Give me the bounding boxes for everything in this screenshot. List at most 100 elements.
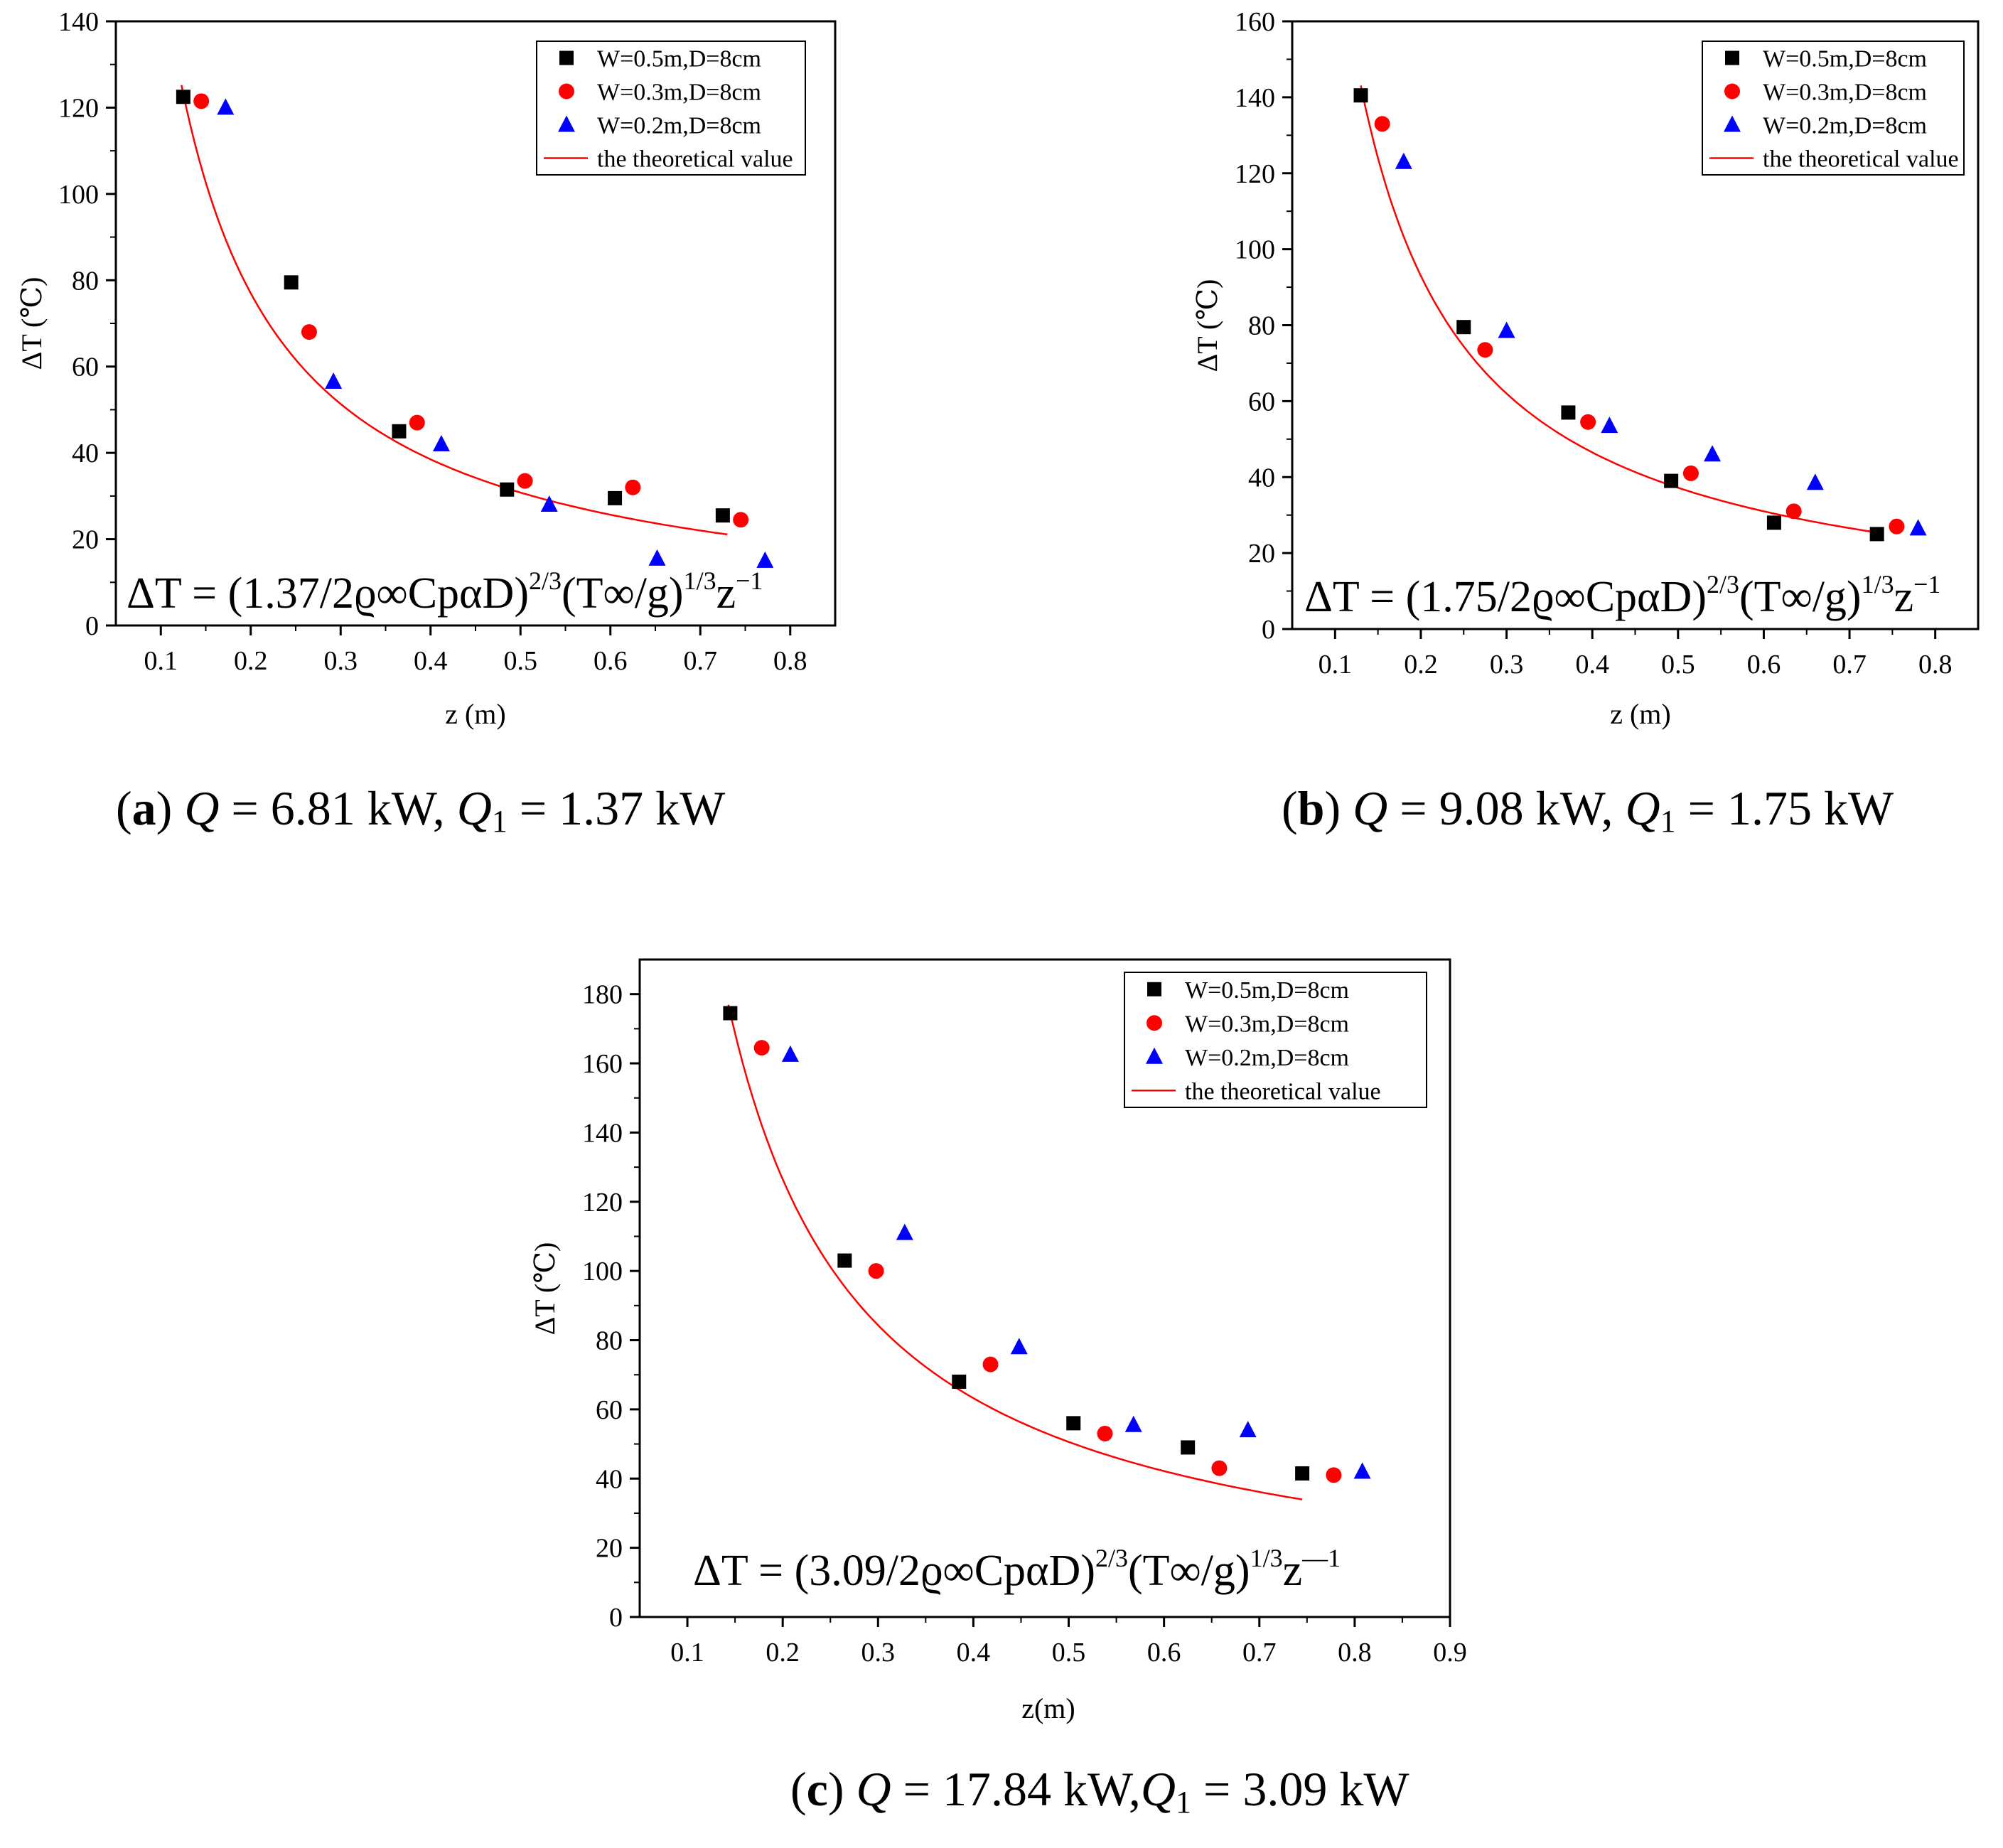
plot-frame	[638, 958, 1451, 1618]
x-tick-label: 0.4	[957, 1638, 991, 1667]
data-point-circle	[1682, 465, 1699, 481]
caption-q1-sub: 1	[492, 804, 508, 839]
caption-letter: a	[132, 781, 156, 835]
legend-box	[536, 41, 806, 176]
y-tick-label: 100	[1235, 235, 1275, 265]
formula-part: (T∞/g)	[1739, 573, 1862, 621]
data-point-square	[176, 90, 190, 104]
x-tick-label: 0.1	[670, 1638, 704, 1667]
formula-exponent: −1	[736, 566, 763, 595]
x-tick-label: 0.6	[594, 646, 628, 676]
formula-part: z	[1894, 573, 1914, 621]
data-point-square	[1456, 320, 1471, 335]
y-tick-label: 0	[85, 611, 99, 641]
x-tick-label: 0.7	[684, 646, 718, 676]
formula-exponent: 1/3	[684, 566, 716, 595]
data-point-circle	[1889, 518, 1905, 534]
y-tick-label: 60	[72, 353, 99, 382]
x-tick-label: 0.8	[1918, 650, 1953, 679]
y-tick-label: 140	[58, 7, 99, 37]
data-point-circle	[1097, 1425, 1113, 1441]
data-point-circle	[625, 479, 641, 495]
y-axis-label: ΔT (℃)	[1191, 279, 1223, 372]
formula-exponent: 1/3	[1862, 570, 1894, 598]
legend-label: W=0.5m,D=8cm	[1763, 46, 1927, 72]
caption-paren: (	[1282, 781, 1298, 835]
y-tick-label: 20	[1248, 539, 1275, 569]
data-point-circle	[1326, 1467, 1342, 1483]
data-point-circle	[409, 414, 425, 431]
caption-letter: b	[1298, 781, 1325, 835]
data-point-triangle	[1806, 473, 1824, 490]
formula-part: z	[1283, 1547, 1303, 1595]
data-point-square	[284, 275, 299, 290]
x-tick-label: 0.5	[504, 646, 538, 676]
x-tick-label: 0.6	[1147, 1638, 1181, 1667]
x-axis-label: z (m)	[1610, 698, 1671, 730]
data-point-circle	[868, 1263, 884, 1279]
data-point-triangle	[1395, 152, 1412, 169]
data-point-triangle	[540, 495, 558, 512]
y-tick-label: 100	[58, 180, 99, 210]
x-axis-label: z (m)	[445, 698, 506, 730]
legend-marker-circle	[559, 83, 574, 100]
caption-q-value: = 9.08 kW,	[1387, 781, 1625, 835]
panel-caption-c: (c) Q = 17.84 kW,Q1 = 3.09 kW	[790, 1762, 1409, 1820]
formula-part: ΔT = (1.37/2ϱ∞CpαD)	[127, 569, 529, 618]
data-point-circle	[1580, 414, 1596, 430]
x-tick-label: 0.4	[414, 646, 448, 676]
y-tick-label: 160	[582, 1049, 623, 1079]
data-point-triangle	[217, 98, 235, 115]
data-point-square	[715, 508, 730, 523]
formula-exponent: 2/3	[1095, 1544, 1128, 1572]
data-point-square	[500, 482, 515, 497]
x-tick-label: 0.5	[1661, 650, 1695, 679]
caption-q: Q	[856, 1762, 891, 1816]
y-tick-label: 60	[596, 1395, 623, 1425]
data-point-square	[952, 1374, 967, 1389]
data-point-square	[608, 490, 623, 505]
data-point-square	[1181, 1440, 1196, 1455]
data-point-circle	[301, 324, 317, 340]
x-tick-label: 0.9	[1433, 1638, 1467, 1667]
data-point-square	[1664, 473, 1679, 488]
data-point-circle	[753, 1040, 770, 1056]
formula-part: (T∞/g)	[562, 569, 684, 618]
y-tick-label: 40	[596, 1464, 623, 1494]
legend-marker-square	[1725, 50, 1739, 65]
data-point-circle	[982, 1356, 999, 1372]
legend-label: W=0.2m,D=8cm	[1185, 1045, 1349, 1071]
caption-q-value: = 17.84 kW,	[891, 1762, 1141, 1816]
caption-q: Q	[1353, 781, 1387, 835]
legend-label: the theoretical value	[1763, 146, 1959, 173]
legend-label: W=0.3m,D=8cm	[1763, 80, 1927, 106]
data-point-circle	[517, 473, 533, 489]
legend-marker-triangle	[1146, 1047, 1163, 1064]
data-point-square	[1766, 515, 1781, 530]
data-point-square	[392, 424, 407, 439]
chart-panel-a: 0.1 0.2 0.3 0.4 0.5 0.6 0.7 0.8 0 20 40 60 80 100 120 1…	[16, 7, 837, 730]
caption-q-value: = 6.81 kW,	[219, 781, 456, 835]
y-tick-label: 0	[609, 1603, 623, 1633]
caption-q1-value: = 1.37 kW	[508, 781, 726, 835]
x-tick-label: 0.3	[324, 646, 358, 676]
y-tick-label: 60	[1248, 387, 1275, 417]
x-tick-label: 0.3	[861, 1638, 896, 1667]
y-tick-label: 20	[596, 1534, 623, 1564]
legend-marker-square	[1147, 982, 1161, 996]
y-tick-label: 100	[582, 1257, 623, 1286]
x-axis-label: z(m)	[1021, 1692, 1075, 1724]
data-point-triangle	[781, 1045, 799, 1062]
legend-label: W=0.2m,D=8cm	[1763, 113, 1927, 139]
data-point-circle	[193, 93, 210, 109]
formula-part: (T∞/g)	[1128, 1547, 1250, 1595]
caption-paren: (	[790, 1762, 807, 1816]
formula-exponent: −1	[1913, 570, 1940, 598]
legend-box	[1702, 41, 1965, 176]
legend: W=0.5m,D=8cm W=0.3m,D=8cm W=0.2m,D=8cm the …	[1702, 41, 1965, 176]
data-point-triangle	[1124, 1415, 1142, 1432]
data-point-triangle	[1601, 417, 1618, 434]
legend: W=0.5m,D=8cm W=0.3m,D=8cm W=0.2m,D=8cm the …	[1124, 972, 1427, 1108]
legend-marker-triangle	[558, 115, 575, 132]
